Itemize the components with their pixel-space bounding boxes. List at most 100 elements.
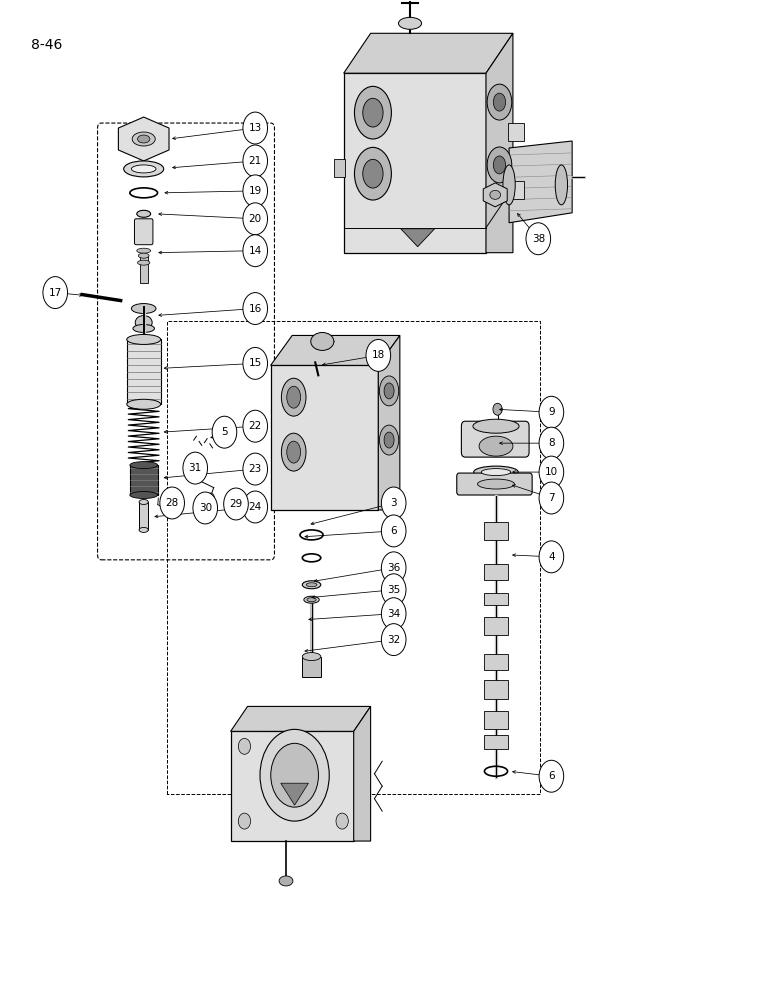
Ellipse shape: [260, 729, 329, 821]
Text: 16: 16: [249, 304, 262, 314]
Text: 34: 34: [387, 609, 401, 619]
Bar: [485, 564, 507, 580]
Circle shape: [243, 453, 268, 485]
Ellipse shape: [124, 161, 164, 177]
Circle shape: [381, 574, 406, 606]
FancyBboxPatch shape: [462, 421, 529, 457]
Circle shape: [160, 487, 185, 519]
Text: 17: 17: [49, 288, 62, 298]
Text: 29: 29: [229, 499, 242, 509]
Circle shape: [539, 482, 564, 514]
Ellipse shape: [493, 93, 506, 111]
Text: 8-46: 8-46: [31, 38, 62, 52]
Circle shape: [183, 452, 208, 484]
Polygon shape: [281, 783, 309, 805]
Polygon shape: [344, 33, 513, 73]
Ellipse shape: [130, 492, 157, 499]
Circle shape: [539, 396, 564, 428]
Ellipse shape: [363, 98, 383, 127]
Ellipse shape: [354, 147, 391, 200]
Ellipse shape: [306, 583, 317, 587]
Text: 6: 6: [391, 526, 397, 536]
Bar: [231, 731, 354, 841]
Bar: [485, 711, 507, 729]
Ellipse shape: [555, 165, 567, 205]
Ellipse shape: [482, 469, 510, 476]
Ellipse shape: [271, 743, 319, 807]
Circle shape: [243, 175, 268, 207]
Circle shape: [224, 488, 249, 520]
Ellipse shape: [131, 304, 156, 314]
Ellipse shape: [137, 248, 151, 253]
Bar: [127, 339, 161, 404]
Text: 21: 21: [249, 156, 262, 166]
Text: 8: 8: [548, 438, 555, 448]
Circle shape: [212, 416, 237, 448]
Circle shape: [366, 339, 391, 371]
Text: 15: 15: [249, 358, 262, 368]
Circle shape: [381, 624, 406, 656]
Circle shape: [381, 515, 406, 547]
Ellipse shape: [398, 17, 422, 29]
Circle shape: [243, 347, 268, 379]
Ellipse shape: [279, 876, 293, 886]
Ellipse shape: [286, 386, 300, 408]
Ellipse shape: [474, 466, 518, 478]
Bar: [507, 181, 524, 199]
Text: 35: 35: [387, 585, 401, 595]
Ellipse shape: [127, 399, 161, 409]
Ellipse shape: [303, 653, 321, 661]
Bar: [344, 73, 486, 253]
Ellipse shape: [473, 419, 519, 433]
Circle shape: [539, 427, 564, 459]
Text: 13: 13: [249, 123, 262, 133]
Text: 14: 14: [249, 246, 262, 256]
Ellipse shape: [133, 324, 154, 332]
Text: 31: 31: [188, 463, 201, 473]
Text: 3: 3: [391, 498, 397, 508]
Text: 7: 7: [548, 493, 555, 503]
Polygon shape: [509, 141, 572, 223]
Circle shape: [493, 403, 502, 415]
Text: 28: 28: [165, 498, 179, 508]
Ellipse shape: [131, 165, 156, 173]
Bar: [485, 593, 507, 605]
Bar: [485, 735, 507, 749]
Ellipse shape: [281, 433, 306, 471]
Bar: [507, 123, 524, 141]
Polygon shape: [378, 335, 400, 510]
Ellipse shape: [303, 581, 321, 589]
Circle shape: [526, 223, 550, 255]
Ellipse shape: [127, 334, 161, 344]
Circle shape: [243, 203, 268, 235]
Bar: [485, 617, 507, 635]
Text: 6: 6: [548, 771, 555, 781]
Bar: [485, 654, 507, 670]
Polygon shape: [354, 706, 371, 841]
Bar: [271, 365, 378, 510]
Circle shape: [243, 112, 268, 144]
Circle shape: [243, 145, 268, 177]
Text: 19: 19: [249, 186, 262, 196]
Text: 32: 32: [387, 635, 401, 645]
Text: 23: 23: [249, 464, 262, 474]
Ellipse shape: [281, 378, 306, 416]
FancyBboxPatch shape: [134, 219, 153, 245]
Text: 30: 30: [198, 503, 212, 513]
Circle shape: [381, 487, 406, 519]
Circle shape: [239, 813, 251, 829]
Polygon shape: [483, 183, 507, 207]
Ellipse shape: [487, 84, 512, 120]
Circle shape: [43, 277, 67, 309]
Circle shape: [243, 235, 268, 267]
Polygon shape: [231, 706, 371, 731]
Ellipse shape: [286, 441, 300, 463]
Ellipse shape: [384, 383, 394, 399]
Ellipse shape: [137, 260, 150, 265]
Ellipse shape: [132, 132, 155, 146]
Text: 20: 20: [249, 214, 262, 224]
Bar: [140, 255, 147, 283]
Ellipse shape: [135, 316, 152, 329]
Bar: [130, 465, 157, 495]
FancyBboxPatch shape: [457, 473, 532, 495]
